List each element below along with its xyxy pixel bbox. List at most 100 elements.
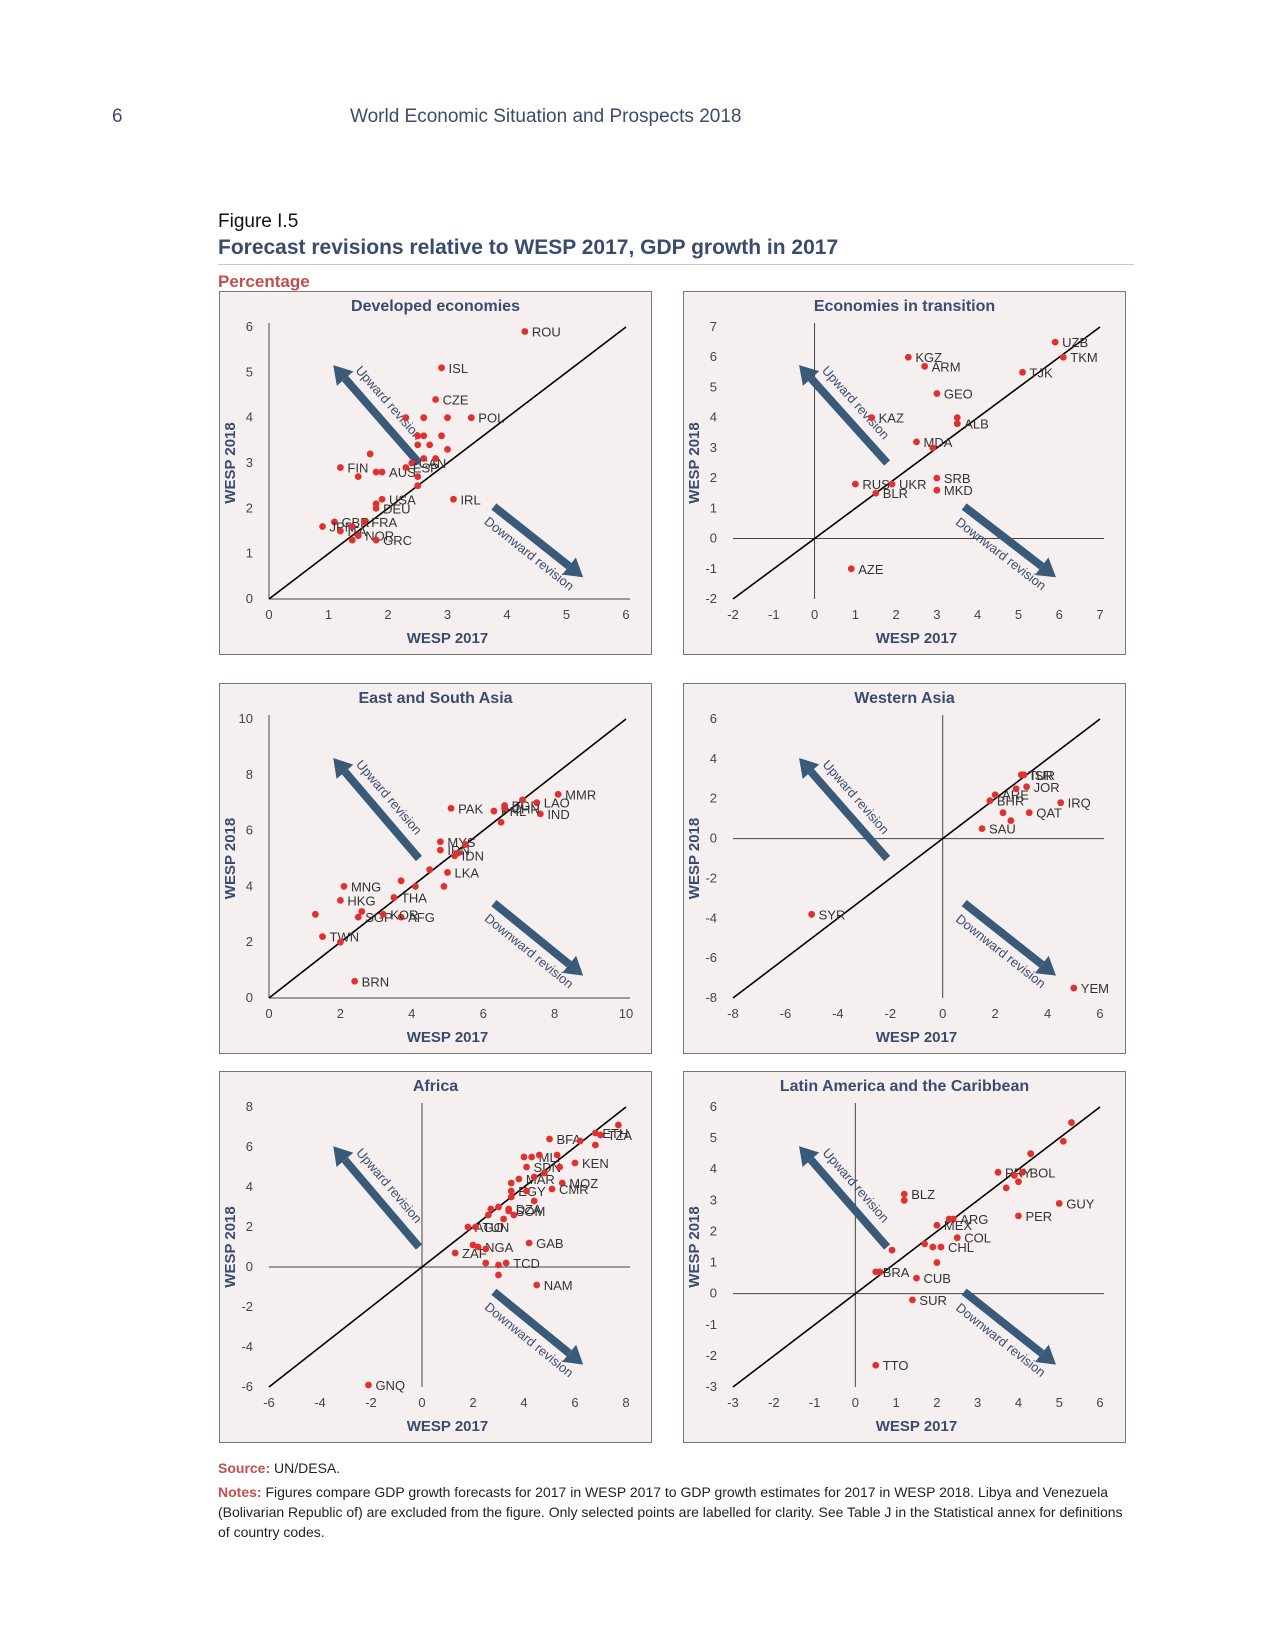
- data-label-isr: ISR: [1031, 768, 1053, 783]
- data-point-blz: [900, 1190, 908, 1198]
- upward-revision-arrow-shaft: [807, 1157, 891, 1250]
- y-tick-label: 6: [246, 319, 253, 334]
- x-tick-label: 3: [933, 607, 940, 622]
- data-label-dza: DZA: [516, 1202, 542, 1217]
- x-axis-title: WESP 2017: [407, 630, 488, 647]
- y-tick-label: -6: [705, 950, 717, 965]
- x-tick-label: 8: [551, 1006, 558, 1021]
- data-point: [358, 908, 366, 915]
- data-label-mmr: MMR: [565, 787, 596, 802]
- data-label-afg: AFG: [408, 910, 435, 925]
- data-point: [432, 455, 439, 462]
- data-point-lka: [444, 869, 451, 876]
- data-point: [1012, 785, 1020, 793]
- y-tick-label: 5: [710, 379, 717, 394]
- x-tick-label: -6: [780, 1006, 792, 1021]
- y-tick-label: 2: [710, 791, 717, 806]
- data-point: [469, 1241, 477, 1249]
- data-point-fra: [360, 518, 368, 526]
- y-tick-label: 4: [710, 1161, 717, 1176]
- data-point-irq: [1057, 799, 1065, 807]
- y-tick-label: 6: [246, 1139, 253, 1154]
- data-point: [426, 441, 434, 449]
- x-tick-label: 5: [1056, 1395, 1063, 1410]
- data-point: [929, 444, 937, 452]
- y-tick-label: 2: [246, 1219, 253, 1234]
- data-point-srb: [933, 474, 941, 482]
- panel-frame: [683, 291, 1126, 655]
- data-label-cub: CUB: [924, 1271, 951, 1286]
- data-point-usa: [378, 495, 386, 503]
- y-axis-title: WESP 2018: [222, 1206, 239, 1287]
- data-label-kgz: KGZ: [915, 350, 942, 365]
- data-label-blz: BLZ: [911, 1187, 935, 1202]
- y-tick-label: 3: [246, 455, 253, 470]
- data-point-grc: [372, 536, 380, 544]
- y-axis-title: WESP 2018: [686, 818, 703, 899]
- y-tick-label: 2: [710, 470, 717, 485]
- data-point-bol: [1019, 1168, 1026, 1176]
- downward-revision-arrow-shaft: [961, 503, 1045, 570]
- data-point-mex: [933, 1221, 941, 1229]
- data-label-chn: CHN: [512, 801, 540, 816]
- data-label-moz: MOZ: [569, 1176, 598, 1191]
- data-point-sau: [978, 825, 986, 833]
- data-point: [929, 1243, 937, 1251]
- y-tick-label: -2: [705, 870, 717, 885]
- x-tick-label: 7: [1096, 607, 1103, 622]
- data-point-uzb: [1051, 338, 1059, 346]
- data-label-irq: IRQ: [1068, 796, 1091, 811]
- data-point: [444, 414, 451, 422]
- data-point: [1015, 1178, 1022, 1186]
- data-point-pol: [467, 414, 475, 422]
- data-point: [348, 523, 356, 530]
- data-point-irl: [450, 495, 457, 503]
- source-text: UN/DESA.: [274, 1460, 341, 1476]
- y-tick-label: 0: [710, 531, 717, 546]
- data-label-pol: POL: [478, 411, 504, 426]
- upward-revision-arrow-head: [333, 365, 354, 386]
- x-tick-label: 6: [622, 607, 629, 622]
- data-label-tto: TTO: [883, 1358, 909, 1373]
- data-label-sur: SUR: [919, 1293, 946, 1308]
- data-point-lao: [533, 799, 541, 807]
- data-label-grc: GRC: [383, 533, 412, 548]
- y-tick-label: 2: [246, 500, 253, 515]
- chart-title: East and South Asia: [358, 690, 512, 707]
- chart-title: Economies in transition: [814, 298, 995, 315]
- panel-economies-in-transition: Economies in transition -2 -1 0 1 2 3 4 5 6 7 -2 -1 0…: [683, 291, 1126, 655]
- data-point-nam: [533, 1281, 541, 1289]
- data-label-guy: GUY: [1066, 1196, 1095, 1211]
- data-point-eth: [592, 1129, 599, 1137]
- x-tick-label: 5: [563, 607, 570, 622]
- data-point-aus: [378, 468, 386, 476]
- data-label-ind: IND: [547, 807, 569, 822]
- data-label-tha: THA: [401, 891, 427, 906]
- x-tick-label: 1: [852, 607, 859, 622]
- data-label-arm: ARM: [932, 359, 961, 374]
- data-point-mkd: [933, 486, 941, 494]
- data-point: [372, 500, 380, 508]
- y-tick-label: 1: [710, 1255, 717, 1270]
- data-point: [454, 849, 462, 857]
- data-point-alb: [953, 420, 961, 428]
- data-point: [495, 1203, 502, 1211]
- data-point: [495, 1261, 502, 1269]
- panel-frame: [219, 683, 652, 1054]
- data-label-tur: TUR: [1028, 768, 1055, 783]
- data-point: [397, 877, 405, 885]
- data-point-bhr: [986, 797, 994, 805]
- x-tick-label: 6: [1096, 1006, 1103, 1021]
- y-tick-label: 6: [710, 1099, 717, 1114]
- data-point-nga: [474, 1243, 482, 1251]
- data-label-geo: GEO: [944, 386, 973, 401]
- data-point-bfa: [546, 1135, 553, 1143]
- data-label-fin: FIN: [347, 461, 368, 476]
- y-tick-label: 2: [246, 934, 253, 949]
- x-tick-label: -1: [768, 607, 780, 622]
- data-label-arg: ARG: [960, 1212, 988, 1227]
- data-point-tjk: [1019, 368, 1026, 376]
- equality-line: [268, 326, 627, 600]
- downward-revision-arrow-shaft: [491, 900, 572, 968]
- data-label-per: PER: [1025, 1209, 1052, 1224]
